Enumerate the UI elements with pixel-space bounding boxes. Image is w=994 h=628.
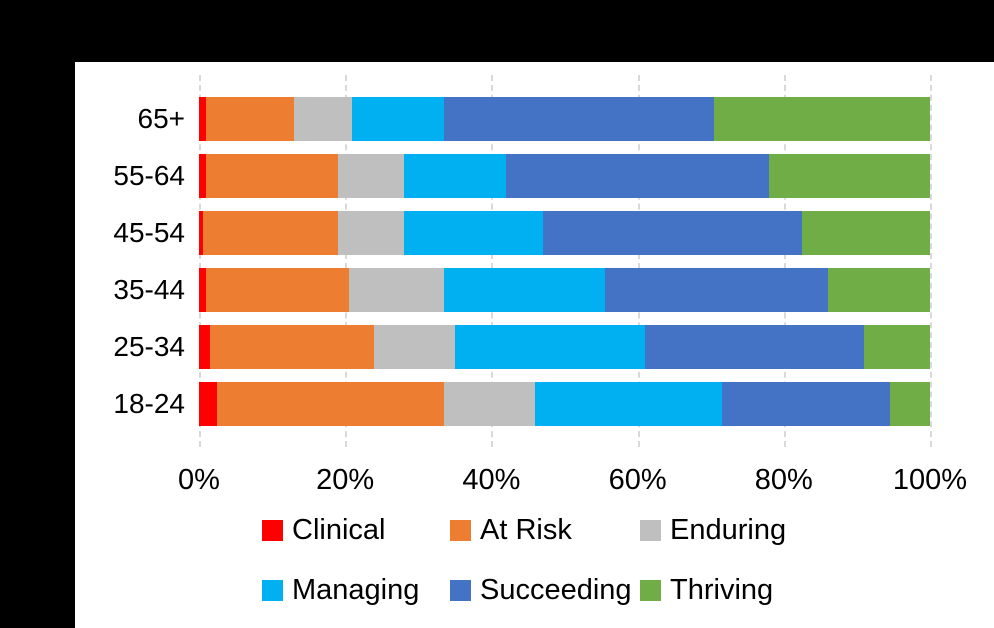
bar-segment: [403, 154, 506, 198]
bar-segment: [827, 268, 930, 312]
legend-item: Enduring: [640, 513, 786, 547]
bar-row: [199, 97, 930, 141]
legend-swatch: [450, 519, 471, 541]
category-label: 18-24: [113, 388, 185, 419]
bar-segment: [348, 268, 444, 312]
bar-segment: [337, 154, 404, 198]
legend-item: Managing: [262, 573, 419, 607]
gridline: [491, 75, 494, 447]
bar-segment: [199, 154, 207, 198]
x-tick-label: 20%: [316, 464, 375, 496]
category-label: 65+: [137, 103, 186, 134]
category-label: 25-34: [113, 331, 185, 362]
bar-row: [199, 382, 930, 426]
bar-segment: [403, 211, 543, 255]
bar-segment: [352, 97, 444, 141]
bar-segment: [802, 211, 930, 255]
bar-segment: [714, 97, 930, 141]
x-tick-label: 80%: [754, 464, 813, 496]
bar-segment: [542, 211, 803, 255]
bar-segment: [443, 97, 715, 141]
gridline: [199, 75, 201, 447]
category-label: 55-64: [113, 160, 185, 191]
x-tick-label: 40%: [462, 464, 521, 496]
bar-segment: [202, 211, 338, 255]
legend-label: Enduring: [670, 513, 787, 546]
bar-segment: [443, 268, 605, 312]
bar-segment: [199, 268, 207, 312]
bar-segment: [337, 211, 404, 255]
legend-label: Thriving: [670, 573, 774, 606]
x-tick-label: 0%: [178, 464, 220, 496]
legend-label: Managing: [292, 573, 420, 606]
bar-segment: [443, 382, 536, 426]
bar-segment: [209, 325, 375, 369]
bar-segment: [644, 325, 865, 369]
bar-segment: [217, 382, 444, 426]
bar-segment: [294, 97, 353, 141]
bar-segment: [864, 325, 930, 369]
bar-segment: [206, 154, 338, 198]
category-label: 35-44: [113, 274, 185, 305]
bar-segment: [604, 268, 828, 312]
gridline: [783, 75, 786, 447]
legend-item: At Risk: [450, 513, 572, 547]
bar-segment: [454, 325, 645, 369]
legend-label: At Risk: [480, 513, 572, 546]
legend-item: Succeeding: [450, 573, 632, 607]
legend-label: Succeeding: [480, 573, 632, 606]
legend-label: Clinical: [292, 513, 386, 546]
plot-area: [199, 75, 932, 447]
bar-segment: [535, 382, 722, 426]
gridline: [637, 75, 640, 447]
bar-row: [199, 154, 930, 198]
legend-swatch: [640, 579, 661, 601]
bar-segment: [721, 382, 890, 426]
bar-segment: [889, 382, 930, 426]
legend-swatch: [640, 519, 661, 541]
bar-row: [199, 268, 930, 312]
x-tick-label: 100%: [892, 464, 968, 496]
bar-segment: [206, 97, 295, 141]
bar-segment: [199, 97, 207, 141]
bar-row: [199, 325, 930, 369]
bar-segment: [374, 325, 455, 369]
bar-segment: [199, 382, 218, 426]
legend-swatch: [450, 579, 471, 601]
legend-item: Thriving: [640, 573, 773, 607]
legend-swatch: [262, 519, 283, 541]
gridline: [345, 75, 348, 447]
chart-panel: 65+ 55-64 45-54 35-44 25-34 18-24 0% 20% 40% 60%…: [75, 62, 994, 628]
category-label: 45-54: [113, 217, 185, 248]
legend-item: Clinical: [262, 513, 385, 547]
bar-segment: [505, 154, 770, 198]
gridline: [930, 75, 932, 447]
bar-segment: [206, 268, 349, 312]
x-tick-label: 60%: [608, 464, 667, 496]
legend-swatch: [262, 579, 283, 601]
bar-segment: [199, 211, 203, 255]
bar-segment: [769, 154, 930, 198]
bar-row: [199, 211, 930, 255]
bar-segment: [199, 325, 210, 369]
